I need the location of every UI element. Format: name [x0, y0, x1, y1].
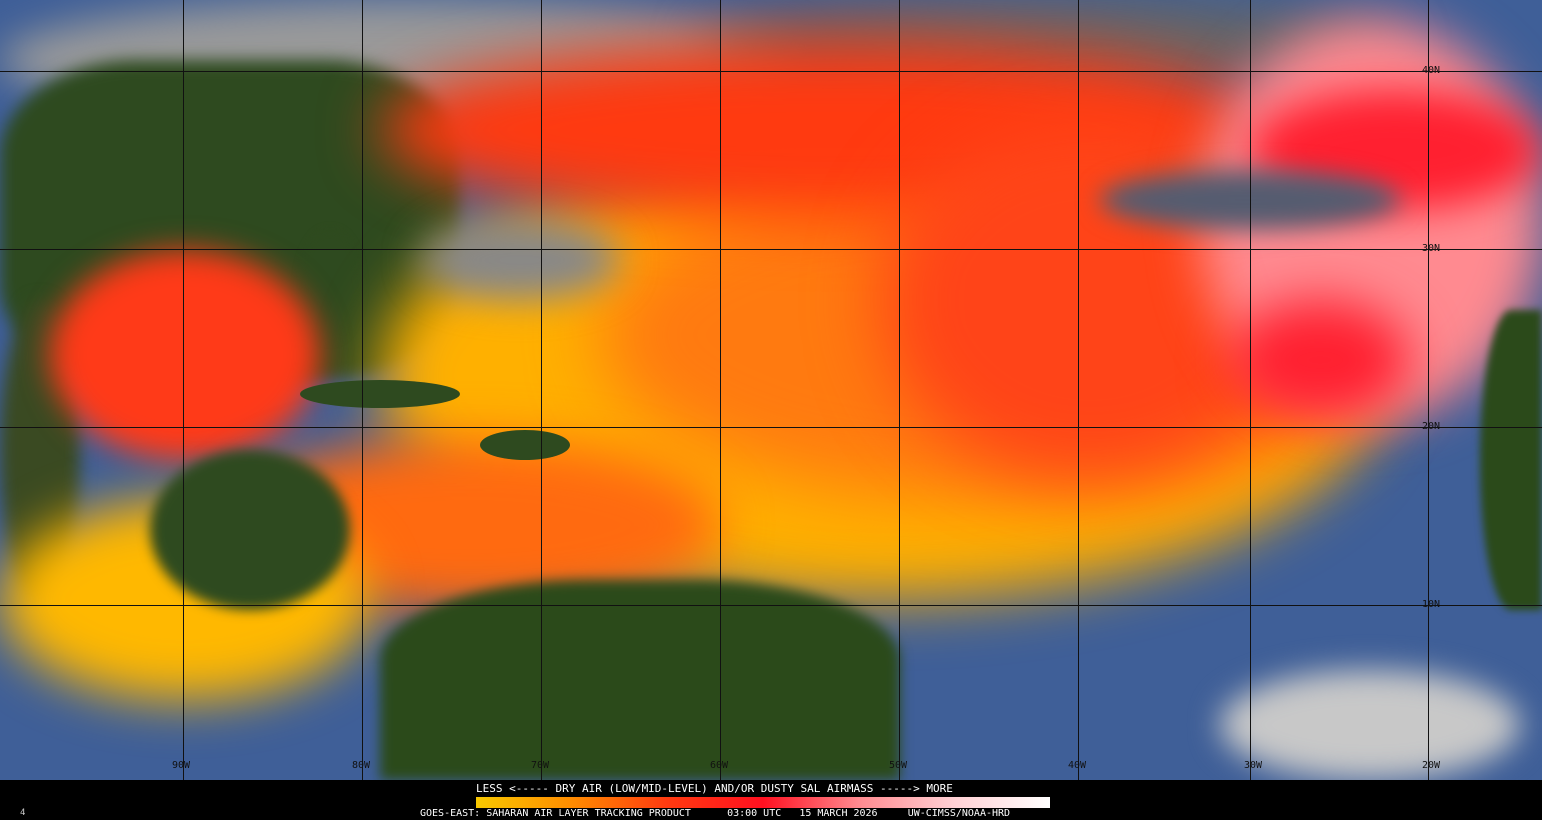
- grid-line: [0, 427, 1542, 428]
- grid-line: [0, 249, 1542, 250]
- grid-line: [899, 0, 900, 780]
- grid-line: [541, 0, 542, 780]
- grid-line: [0, 605, 1542, 606]
- grid-line: [362, 0, 363, 780]
- grid-line: [183, 0, 184, 780]
- cloud-region: [1220, 670, 1520, 780]
- land-south-america: [380, 580, 900, 780]
- land-hispaniola: [480, 430, 570, 460]
- gulf-of-mexico-sal: [50, 250, 320, 460]
- lon-label: 80W: [352, 760, 371, 771]
- satellite-map: 90W 80W 70W 60W 50W 40W 30W 20W 40N 30N …: [0, 0, 1542, 780]
- valid-date: 15 MARCH 2026: [799, 808, 878, 819]
- grid-line: [0, 71, 1542, 72]
- legend-title: LESS <----- DRY AIR (LOW/MID-LEVEL) AND/…: [476, 782, 953, 795]
- lon-label: 20W: [1422, 760, 1441, 771]
- lon-label: 40W: [1068, 760, 1087, 771]
- lon-label: 50W: [889, 760, 908, 771]
- credit: UW-CIMSS/NOAA-HRD: [907, 808, 1011, 819]
- cloud-region: [420, 220, 620, 300]
- sal-high: [1230, 300, 1410, 420]
- product-name: GOES-EAST: SAHARAN AIR LAYER TRACKING PR…: [420, 808, 691, 819]
- lat-label: 10N: [1422, 599, 1441, 610]
- lon-label: 70W: [531, 760, 550, 771]
- valid-time: 03:00 UTC: [727, 808, 782, 819]
- lon-label: 60W: [710, 760, 729, 771]
- grid-line: [1428, 0, 1429, 780]
- lon-label: 30W: [1244, 760, 1263, 771]
- lat-label: 40N: [1422, 65, 1441, 76]
- product-info: GOES-EAST: SAHARAN AIR LAYER TRACKING PR…: [420, 808, 1010, 819]
- grid-line: [1250, 0, 1251, 780]
- land-central-america: [150, 450, 350, 610]
- lon-label: 90W: [172, 760, 191, 771]
- grid-line: [720, 0, 721, 780]
- frame-number: 4: [20, 808, 26, 818]
- lat-label: 30N: [1422, 243, 1441, 254]
- land-cuba: [300, 380, 460, 408]
- lat-label: 20N: [1422, 421, 1441, 432]
- land-africa: [1480, 310, 1542, 610]
- legend-colorbar: [476, 797, 1050, 808]
- grid-line: [1078, 0, 1079, 780]
